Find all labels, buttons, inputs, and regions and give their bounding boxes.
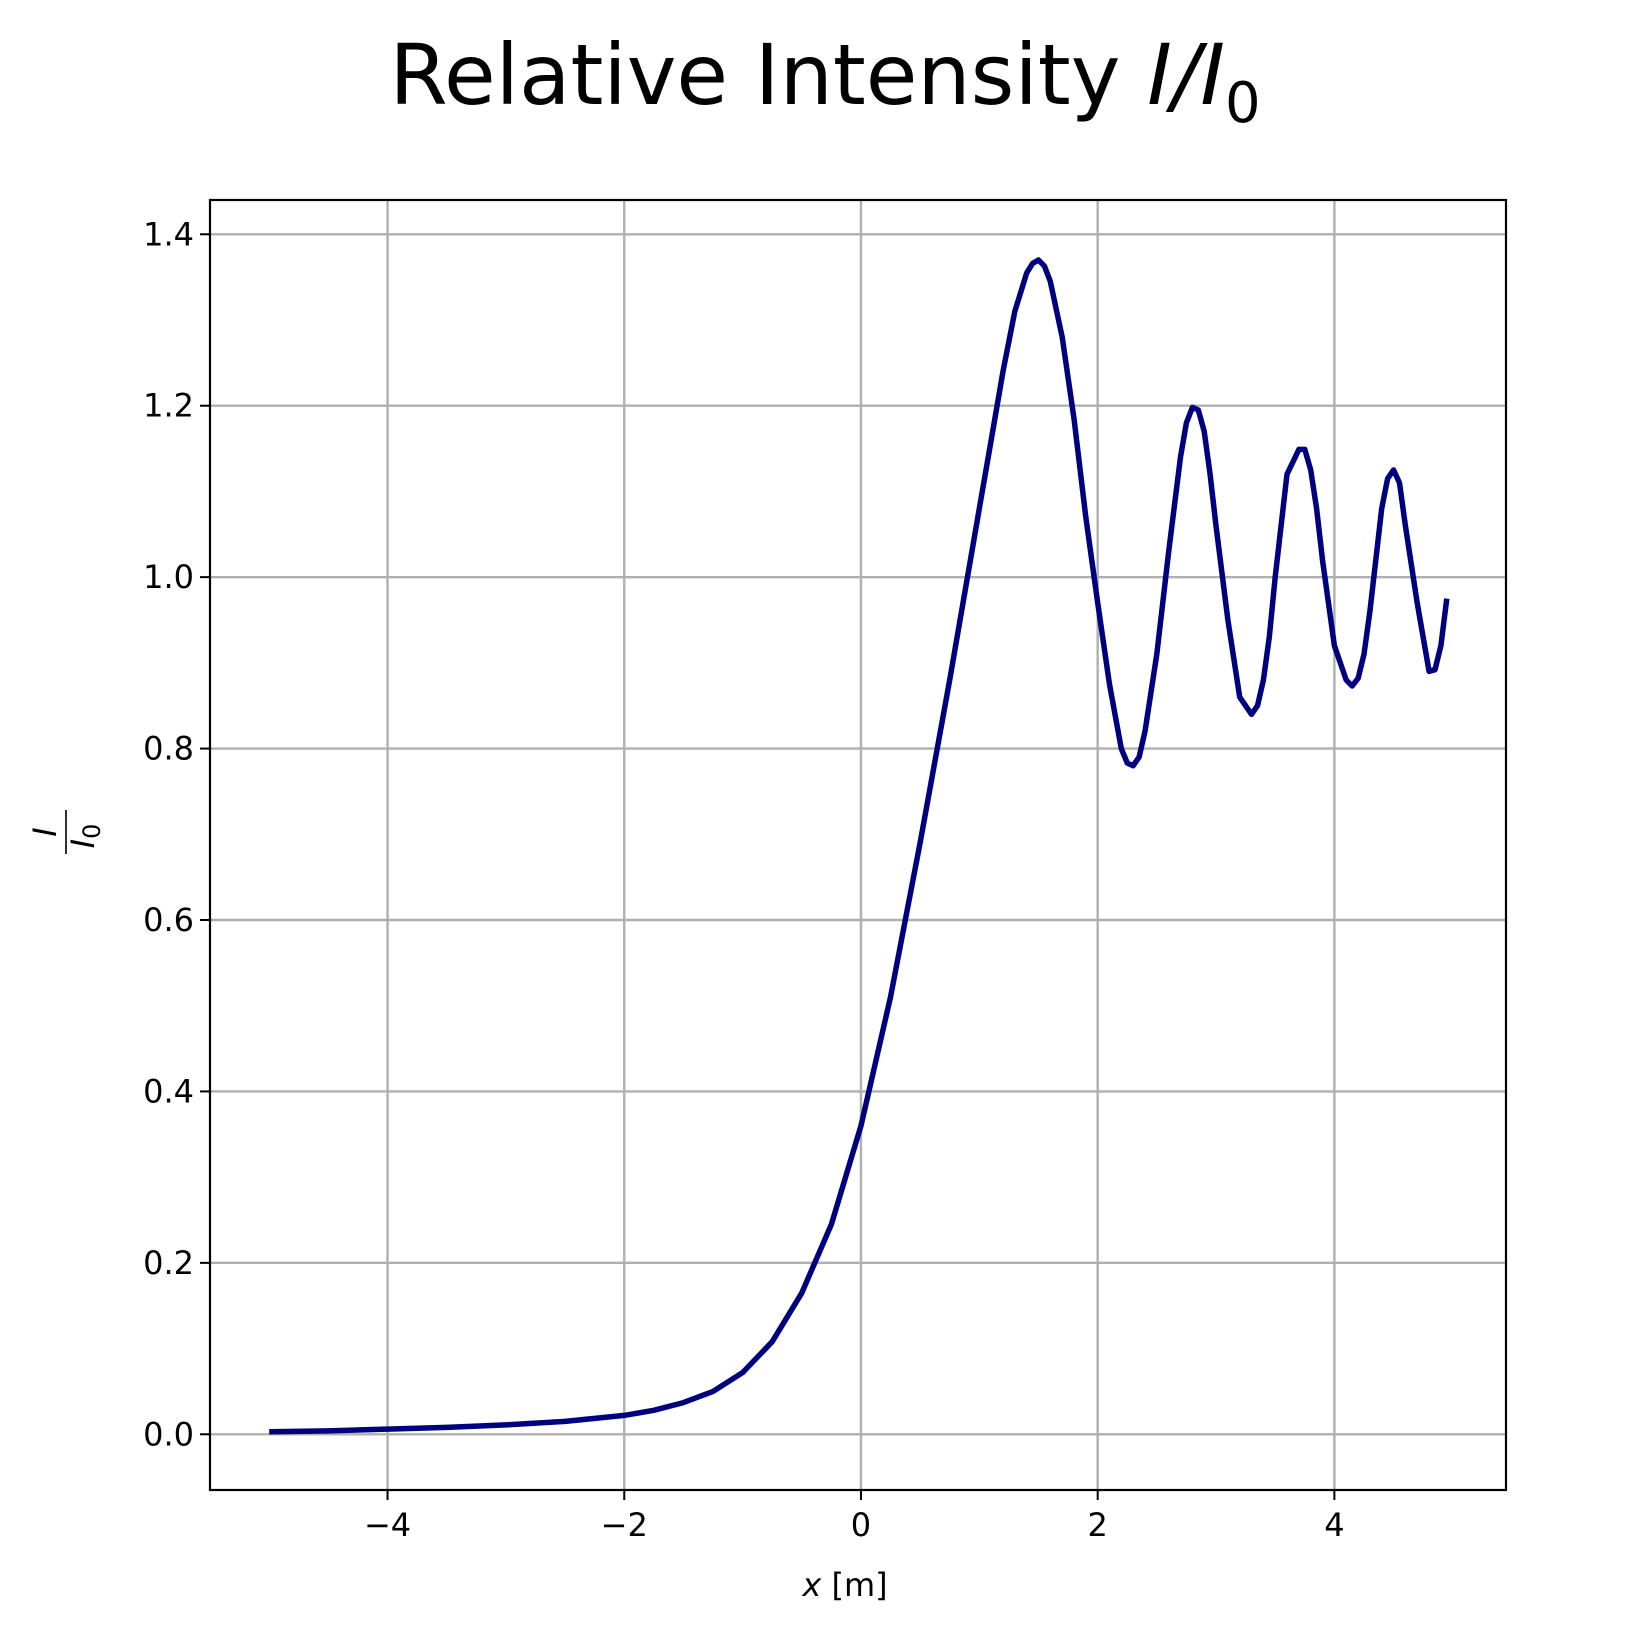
y-tick-label: 0.4 [143, 1072, 194, 1110]
y-tick-label: 0.8 [143, 730, 194, 768]
y-axis-label-denominator: I0 [64, 824, 106, 849]
chart-title-prefix: Relative Intensity [389, 26, 1147, 124]
x-tick-label: 4 [1324, 1506, 1344, 1544]
grid [210, 200, 1506, 1490]
y-tick-label: 1.4 [143, 215, 194, 253]
x-tick-label: 2 [1087, 1506, 1107, 1544]
x-axis-label-var: x [801, 1566, 822, 1604]
y-axis-label: I I0 [26, 810, 106, 854]
plot-area-frame [208, 198, 1508, 1492]
series-layer [269, 257, 1450, 1435]
x-axis-label-unit: [m] [821, 1566, 887, 1604]
axis-ticks: −4 −2 0 2 4 0.0 0.2 0.4 0.6 0.8 1.0 1.2 1.4 [143, 215, 1344, 1544]
y-tick-label: 1.2 [143, 387, 194, 425]
y-tick-label: 1.0 [143, 558, 194, 596]
y-tick-label: 0.6 [143, 901, 194, 939]
x-tick-label: 0 [851, 1506, 871, 1544]
x-axis-label: x [m] [801, 1566, 887, 1604]
x-tick-label: −4 [364, 1506, 411, 1544]
y-tick-label: 0.0 [143, 1415, 194, 1453]
series-line [269, 257, 1450, 1435]
y-tick-label: 0.2 [143, 1244, 194, 1282]
chart-title-subscript: 0 [1225, 71, 1261, 136]
chart-title: Relative Intensity I/I0 [389, 26, 1260, 136]
y-axis-label-denominator-subscript: 0 [78, 824, 106, 839]
y-axis-label-denominator-var: I [64, 839, 102, 848]
x-tick-label: −2 [601, 1506, 648, 1544]
chart-title-italic: I/I [1147, 26, 1225, 124]
y-axis-label-numerator: I [26, 827, 64, 836]
